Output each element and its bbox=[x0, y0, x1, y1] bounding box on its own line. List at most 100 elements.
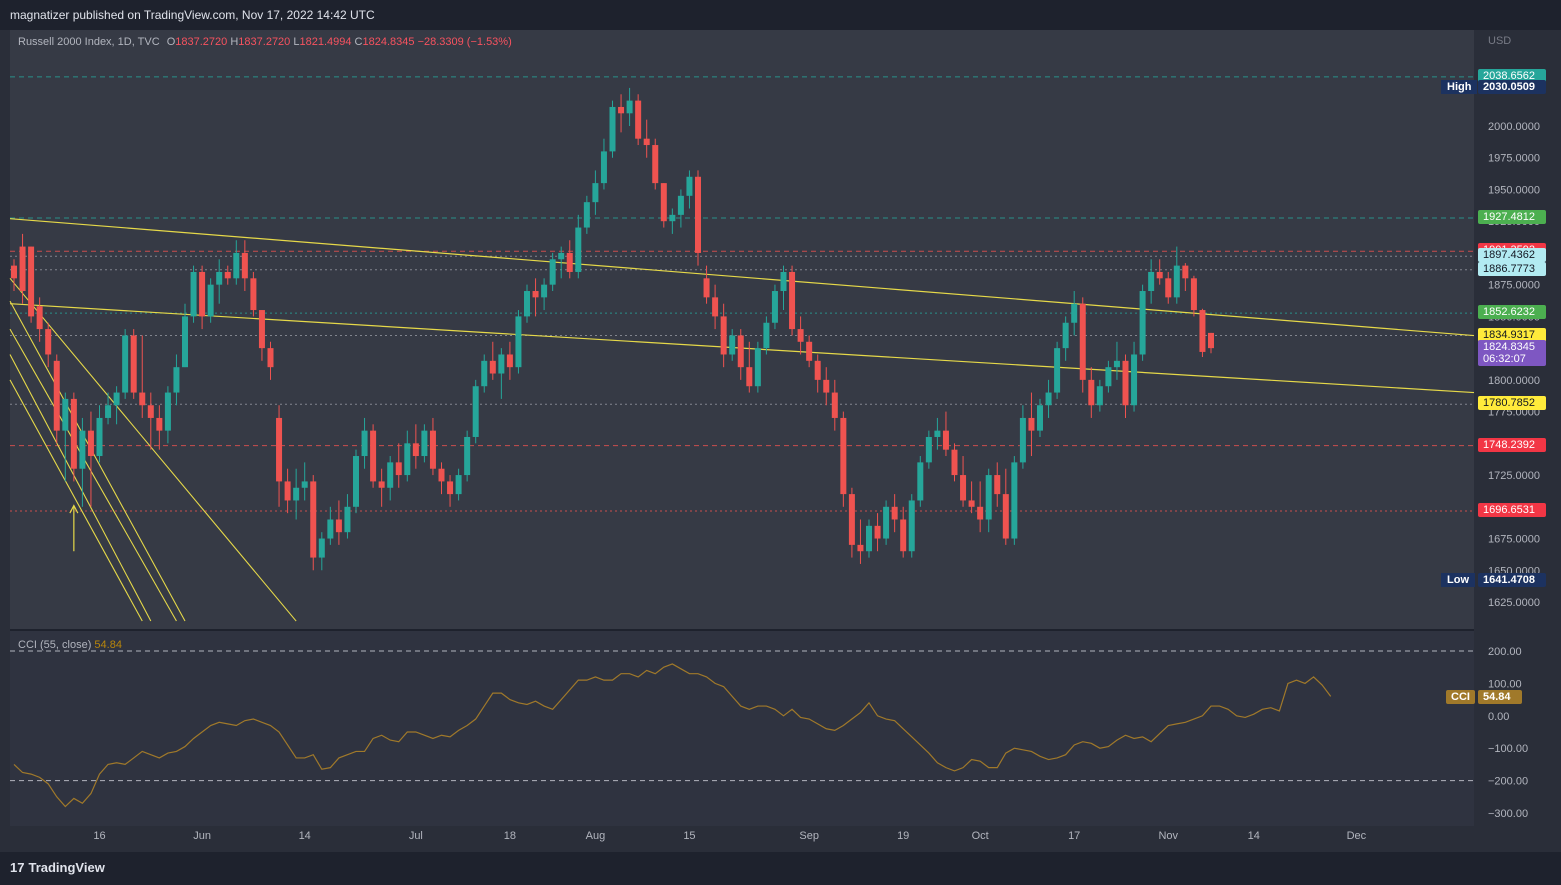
candle-body bbox=[737, 335, 744, 368]
time-tick-label: Dec bbox=[1347, 830, 1367, 842]
candle-body bbox=[258, 310, 265, 349]
candle-body bbox=[293, 487, 300, 501]
candle-body bbox=[917, 462, 924, 501]
candle-body bbox=[592, 183, 599, 203]
candle-body bbox=[489, 360, 496, 374]
candle-body bbox=[994, 475, 1001, 495]
candle-body bbox=[763, 322, 770, 349]
time-tick-label: 15 bbox=[683, 830, 695, 842]
high-value: 1837.2720 bbox=[238, 36, 291, 48]
candle-body bbox=[481, 360, 488, 387]
candle-body bbox=[985, 475, 992, 520]
candle-body bbox=[250, 278, 257, 311]
candle-body bbox=[1113, 360, 1120, 368]
candle-body bbox=[1131, 354, 1138, 406]
candle-body bbox=[1071, 303, 1078, 323]
candle-body bbox=[968, 500, 975, 507]
candle-body bbox=[575, 227, 582, 272]
candle-body bbox=[353, 456, 359, 507]
price-label: 1824.8345 06:32:07 bbox=[1478, 340, 1546, 367]
low-value: 1641.4708 bbox=[1478, 573, 1546, 588]
candle-body bbox=[224, 271, 231, 279]
high-tag: High bbox=[1441, 79, 1478, 94]
candle-body bbox=[241, 252, 248, 279]
price-label: 1834.9317 bbox=[1478, 327, 1546, 342]
time-tick-label: 16 bbox=[93, 830, 105, 842]
time-tick-label: 19 bbox=[897, 830, 909, 842]
time-tick-label: Sep bbox=[799, 830, 819, 842]
candle-body bbox=[1182, 265, 1189, 279]
candle-body bbox=[318, 538, 325, 558]
tradingview-icon: 17 bbox=[10, 860, 25, 875]
close-value: 1824.8345 bbox=[362, 36, 415, 48]
candle-body bbox=[1148, 271, 1155, 292]
candle-body bbox=[712, 297, 719, 317]
candle-body bbox=[233, 252, 240, 279]
candle-body bbox=[652, 145, 659, 184]
candle-body bbox=[207, 284, 214, 317]
cci-axis: 200.00 100.00 0.00 −100.00 −200.00 −300.00 bbox=[10, 646, 1528, 820]
candle-body bbox=[942, 430, 949, 450]
top-bar: magnatizer published on TradingView.com,… bbox=[0, 0, 1561, 30]
candle-body bbox=[1011, 462, 1018, 539]
close-label: C bbox=[354, 36, 363, 48]
fan-line bbox=[9, 328, 177, 622]
low-value: 1821.4994 bbox=[299, 36, 352, 48]
candle-body bbox=[1079, 303, 1086, 380]
candle-body bbox=[267, 348, 274, 368]
cci-tick-label: −200.00 bbox=[1488, 776, 1528, 788]
candle-body bbox=[216, 271, 223, 285]
candle-body bbox=[1199, 310, 1206, 352]
candle-body bbox=[182, 316, 188, 368]
candle-body bbox=[677, 195, 684, 215]
candle-body bbox=[421, 430, 428, 457]
low-label: L bbox=[293, 36, 300, 48]
chart-area[interactable]: 1625.00001650.00001675.00001700.00001725… bbox=[0, 30, 1561, 852]
candle-body bbox=[173, 367, 180, 393]
candle-body bbox=[524, 291, 530, 317]
candle-body bbox=[609, 106, 616, 152]
candle-body bbox=[1139, 291, 1146, 355]
time-axis: 16 Jun 14 Jul 18 Aug 15 Sep 19 Oct 17 Nov 14 Dec bbox=[93, 830, 1366, 842]
candle-body bbox=[472, 386, 479, 437]
candle-body bbox=[934, 430, 941, 437]
bottom-bar: 17 TradingView bbox=[0, 852, 1561, 885]
price-label: 2038.6562 bbox=[1478, 68, 1546, 83]
candle-body bbox=[891, 506, 898, 520]
candle-body bbox=[113, 392, 120, 406]
fan-line bbox=[9, 354, 152, 622]
candle-body bbox=[361, 430, 368, 457]
brand-name: TradingView bbox=[28, 860, 105, 875]
candle-body bbox=[464, 436, 471, 476]
candle-body bbox=[62, 398, 69, 431]
candle-body bbox=[344, 506, 351, 533]
candle-body bbox=[643, 138, 650, 146]
candle-body bbox=[857, 544, 864, 552]
published-info: magnatizer published on TradingView.com,… bbox=[10, 8, 375, 22]
candle-body bbox=[618, 106, 625, 114]
candle-body bbox=[53, 360, 60, 431]
low-tag: Low bbox=[1441, 573, 1475, 588]
cci-tick-label: 200.00 bbox=[1488, 646, 1522, 658]
candle-body bbox=[506, 354, 513, 368]
candle-body bbox=[122, 335, 129, 393]
tradingview-logo[interactable]: 17 TradingView bbox=[10, 860, 105, 875]
chart-svg[interactable]: 1625.00001650.00001675.00001700.00001725… bbox=[0, 30, 1561, 852]
cci-legend-name: CCI (55, close) bbox=[18, 639, 92, 651]
candle-body bbox=[780, 271, 787, 292]
candle-body bbox=[695, 176, 701, 253]
candle-body bbox=[447, 481, 454, 495]
candle-body bbox=[831, 392, 838, 418]
candle-body bbox=[900, 519, 907, 552]
candle-body bbox=[139, 392, 146, 406]
candle-body bbox=[746, 367, 753, 387]
cci-legend-value: 54.84 bbox=[94, 639, 122, 651]
candle-body bbox=[301, 481, 308, 488]
cci-line bbox=[13, 663, 1332, 808]
candle-body bbox=[429, 430, 436, 469]
candle-body bbox=[1028, 417, 1035, 431]
arrow-head bbox=[69, 504, 79, 514]
candle-body bbox=[729, 335, 736, 355]
symbol-name: Russell 2000 Index, 1D, TVC bbox=[18, 36, 160, 48]
countdown-label: 06:32:07 bbox=[1483, 353, 1526, 366]
